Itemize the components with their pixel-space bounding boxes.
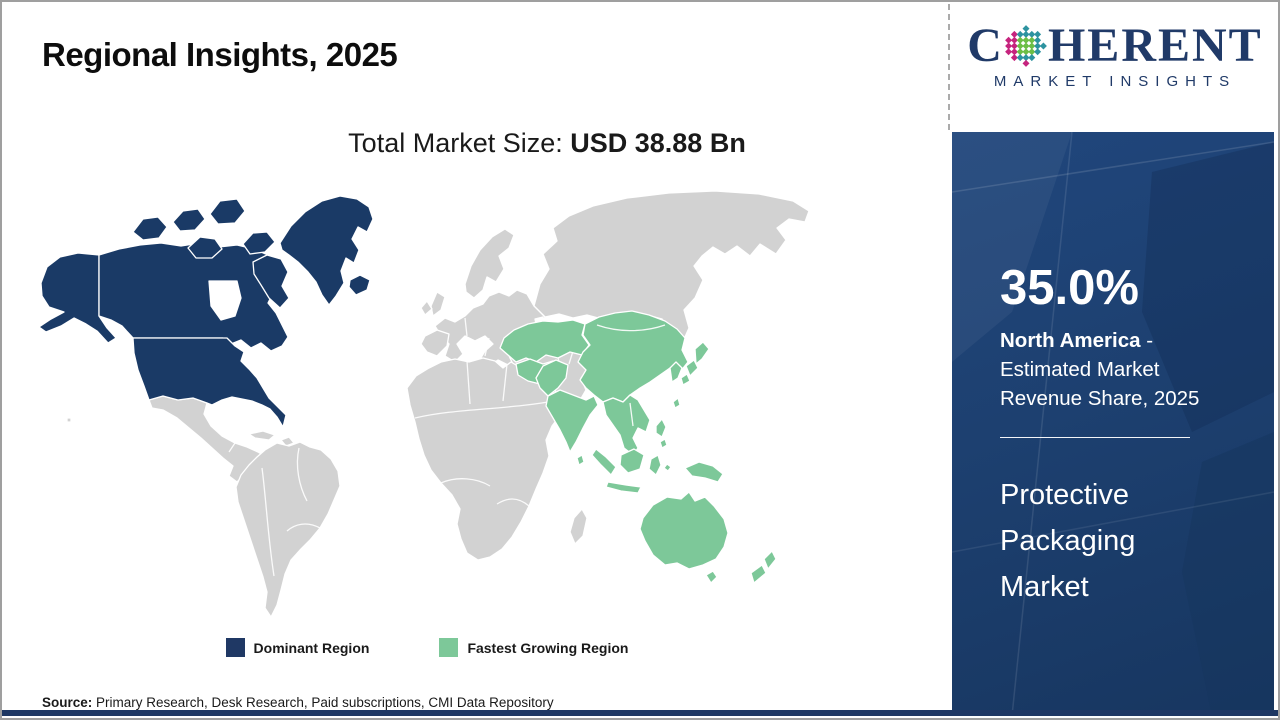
bottom-accent-bar xyxy=(2,710,1278,716)
map-hudson-bay xyxy=(208,280,242,321)
logo-subtitle: MARKET INSIGHTS xyxy=(993,73,1237,90)
source-text: Primary Research, Desk Research, Paid su… xyxy=(92,695,554,710)
logo-letter-c: C xyxy=(967,19,1004,72)
map-legend: Dominant Region Fastest Growing Region xyxy=(37,638,817,657)
map-apac-borders xyxy=(596,324,666,427)
legend-item-dominant: Dominant Region xyxy=(225,638,370,657)
legend-label-fastest-growing: Fastest Growing Region xyxy=(467,639,629,656)
source-label: Source: xyxy=(42,695,93,710)
share-description: North America - Estimated Market Revenue… xyxy=(1000,326,1244,413)
total-market-size: Total Market Size: USD 38.88 Bn xyxy=(72,128,1022,159)
map-region-asia-pacific xyxy=(499,310,777,584)
share-desc-rest: - Estimated Market Revenue Share, 2025 xyxy=(1000,329,1200,410)
share-value: 35.0% xyxy=(1000,261,1139,315)
company-logo: C xyxy=(952,22,1278,91)
dashed-divider xyxy=(948,4,950,130)
market-name: Protective Packaging Market xyxy=(1000,479,1136,603)
market-size-label: Total Market Size: xyxy=(348,128,571,158)
map-region-north-america xyxy=(38,195,374,428)
dotted-globe-icon xyxy=(1005,25,1047,67)
legend-swatch-dominant xyxy=(225,638,245,657)
legend-label-dominant: Dominant Region xyxy=(253,639,370,656)
share-region: North America xyxy=(1000,329,1141,352)
page-title: Regional Insights, 2025 xyxy=(42,36,398,73)
market-size-value: USD 38.88 Bn xyxy=(570,128,746,158)
highlight-sidebar: 35.0% North America - Estimated Market R… xyxy=(952,132,1274,716)
source-line: Source: Primary Research, Desk Research,… xyxy=(42,695,554,710)
logo-brand-rest: HERENT xyxy=(1047,19,1263,72)
sidebar-divider-line xyxy=(1000,437,1190,438)
legend-swatch-fastest-growing xyxy=(439,638,459,657)
logo-wordmark: C xyxy=(952,22,1278,70)
legend-item-fastest-growing: Fastest Growing Region xyxy=(439,638,628,657)
world-map xyxy=(38,190,810,618)
